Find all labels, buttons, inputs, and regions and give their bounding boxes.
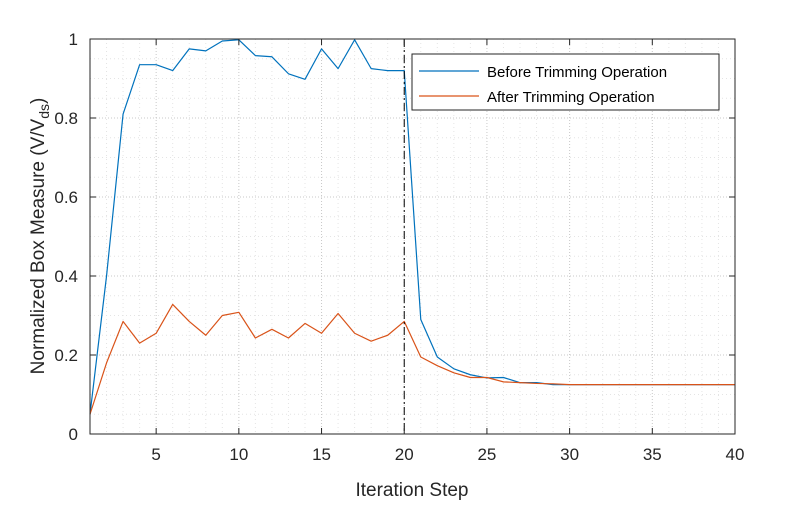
series-layer: [89, 39, 735, 415]
y-tick-label: 0.8: [54, 109, 78, 128]
y-tick-label: 0.2: [54, 346, 78, 365]
legend-box: [411, 53, 720, 111]
y-tick-label: 0: [69, 425, 78, 444]
x-tick-label: 40: [726, 445, 745, 464]
y-tick-label: 1: [69, 30, 78, 49]
ticks: [90, 38, 736, 435]
x-tick-label: 35: [643, 445, 662, 464]
x-tick-label: 20: [395, 445, 414, 464]
legend: Before Trimming Operation After Trimming…: [411, 53, 720, 111]
x-tick-label: 10: [229, 445, 248, 464]
tick-labels: 5 10 15 20 25 30 35 40 0 0.2 0.4 0.6 0.8 1: [54, 30, 744, 464]
y-tick-label: 0.4: [54, 267, 78, 286]
legend-label-before: Before Trimming Operation: [487, 64, 667, 81]
x-axis-label: Iteration Step: [355, 480, 468, 501]
series-line-after-trimming: [89, 303, 735, 415]
y-axis-label: Normalized Box Measure (V/Vds): [28, 98, 52, 375]
legend-label-after: After Trimming Operation: [487, 89, 655, 106]
plot-frame: [89, 38, 736, 435]
y-tick-label: 0.6: [54, 188, 78, 207]
x-tick-label: 25: [477, 445, 496, 464]
x-tick-label: 15: [312, 445, 331, 464]
x-tick-label: 30: [560, 445, 579, 464]
x-tick-label: 5: [151, 445, 160, 464]
